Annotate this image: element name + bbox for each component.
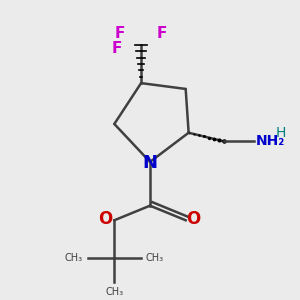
Text: O: O [186,210,200,228]
Text: F: F [112,40,122,56]
Text: F: F [157,26,167,41]
Text: CH₃: CH₃ [65,253,83,263]
Text: O: O [98,210,112,228]
Text: CH₃: CH₃ [146,253,164,263]
Text: N: N [142,154,158,172]
Text: F: F [115,26,125,41]
Text: CH₃: CH₃ [105,287,123,297]
Text: NH₂: NH₂ [256,134,285,148]
Text: H: H [276,126,286,140]
